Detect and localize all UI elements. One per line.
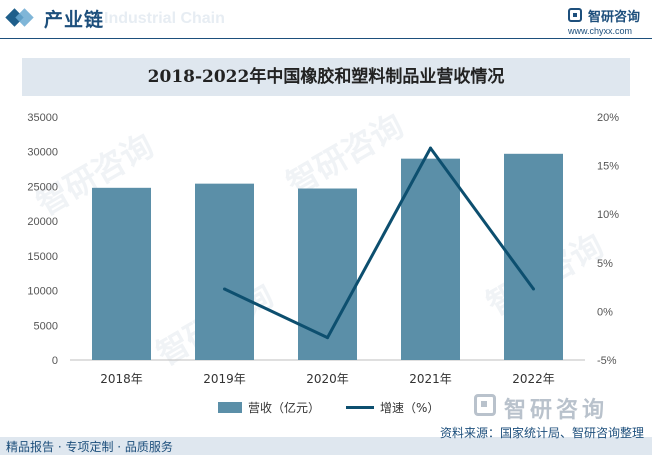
- legend-item-revenue: 营收（亿元）: [218, 399, 320, 416]
- line-point: [429, 146, 432, 150]
- legend-swatch-bar: [218, 402, 242, 413]
- y-left-tick-label: 30000: [27, 147, 58, 159]
- line-point: [532, 287, 535, 291]
- line-series-growth: [223, 146, 535, 340]
- bottom-watermark-text: 智研咨询: [504, 398, 609, 423]
- legend-swatch-line: [346, 406, 374, 409]
- header-watermark: Industrial Chain: [104, 10, 225, 27]
- logo-icon: [568, 8, 582, 22]
- bar: [92, 187, 151, 360]
- x-tick-label: 2019年: [203, 372, 246, 386]
- x-tick-label: 2018年: [100, 372, 143, 386]
- logo-url: www.chyxx.com: [568, 26, 633, 36]
- logo-name: 智研咨询: [588, 10, 641, 25]
- x-tick-label: 2020年: [306, 372, 349, 386]
- y-right-tick-label: 0%: [597, 306, 613, 318]
- bar: [298, 188, 357, 360]
- chart: 0 5000 10000 15000 20000 25000 30000 35000 -5% 0%…: [27, 112, 619, 386]
- line-point: [223, 287, 226, 291]
- bar: [195, 183, 254, 360]
- chart-title-band: 2018-2022年中国橡胶和塑料制品业营收情况: [22, 58, 630, 96]
- page-title: 产业链: [44, 9, 105, 31]
- y-left-tick-label: 0: [52, 355, 58, 367]
- bar: [504, 153, 563, 360]
- footer: 精品报告 · 专项定制 · 品质服务 资料来源：国家统计局、智研咨询整理: [0, 420, 652, 455]
- footer-tagline: 精品报告 · 专项定制 · 品质服务: [6, 440, 173, 454]
- y-left-tick-label: 10000: [27, 286, 58, 298]
- x-tick-label: 2022年: [512, 372, 555, 386]
- legend-item-growth: 增速（%）: [346, 399, 439, 416]
- y-left-tick-label: 5000: [34, 320, 58, 332]
- y-left-tick-label: 15000: [27, 251, 58, 263]
- y-left-tick-label: 25000: [27, 181, 58, 193]
- chart-title: 2018-2022年中国橡胶和塑料制品业营收情况: [147, 67, 505, 87]
- y-right-tick-label: -5%: [597, 355, 617, 367]
- header: 产业链 Industrial Chain 智研咨询 www.chyxx.com: [0, 0, 652, 40]
- line-point: [326, 336, 329, 340]
- y-right-tick-label: 20%: [597, 112, 619, 124]
- source-note: 资料来源：国家统计局、智研咨询整理: [439, 426, 644, 440]
- footer-bar: 精品报告 · 专项定制 · 品质服务: [0, 437, 652, 455]
- logo-icon: [474, 394, 496, 416]
- y-right-tick-label: 15%: [597, 161, 619, 173]
- y-left-tick-label: 35000: [27, 112, 58, 124]
- bar: [401, 158, 460, 360]
- legend-label-growth: 增速（%）: [380, 401, 440, 415]
- header-divider: [0, 38, 652, 39]
- y-right-tick-label: 10%: [597, 209, 619, 221]
- legend-label-revenue: 营收（亿元）: [248, 401, 321, 415]
- x-tick-label: 2021年: [409, 372, 452, 386]
- y-right-tick-label: 5%: [597, 258, 613, 270]
- y-left-tick-label: 20000: [27, 216, 58, 228]
